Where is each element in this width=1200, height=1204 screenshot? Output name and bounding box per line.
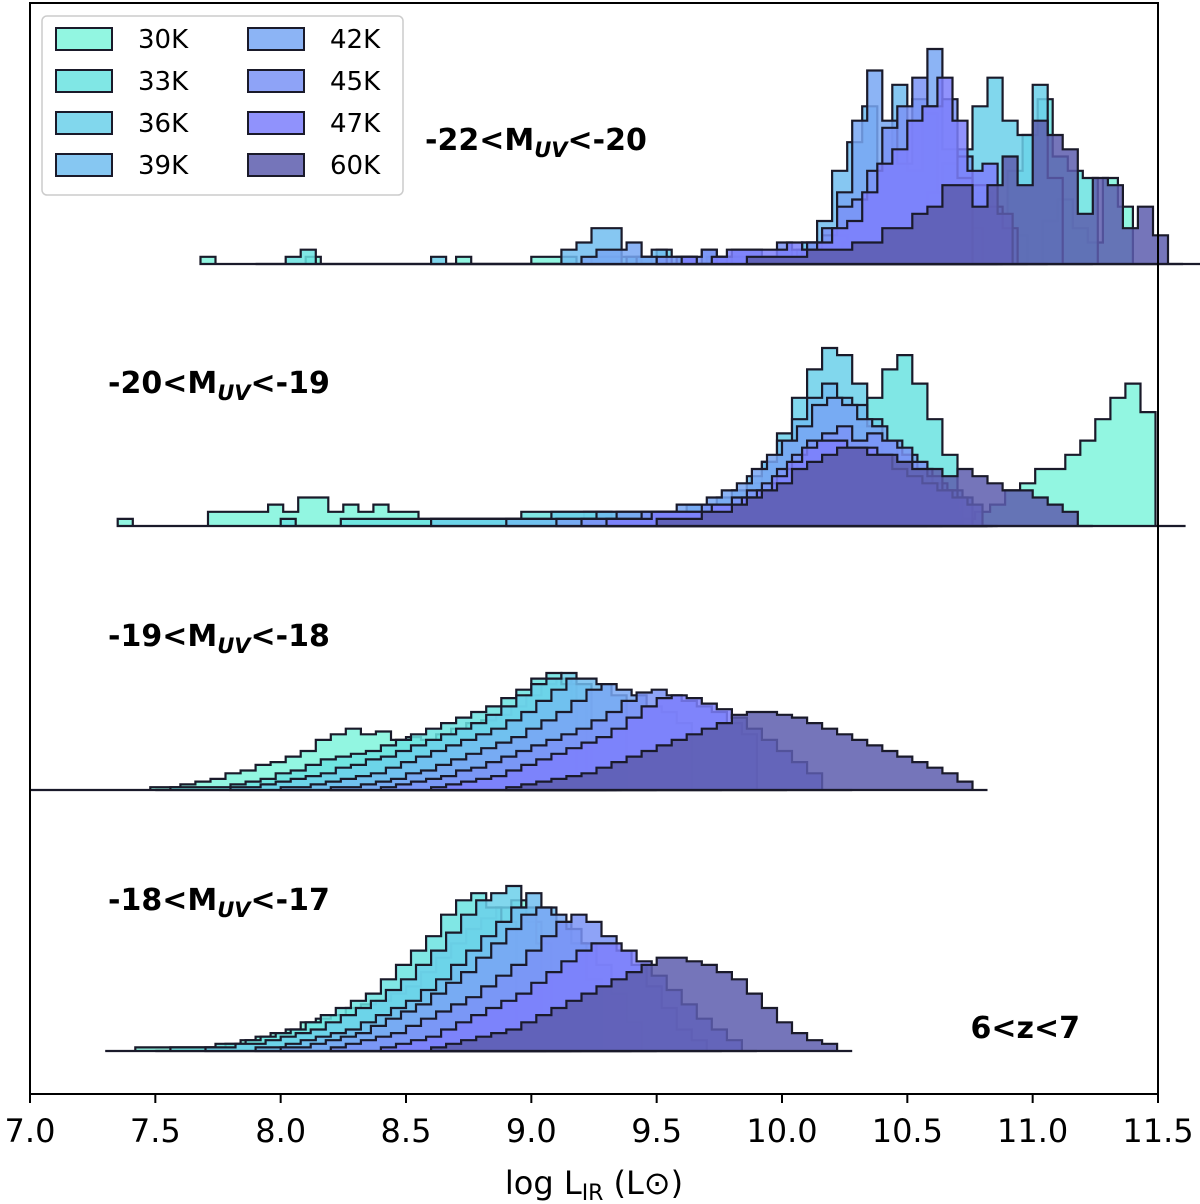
legend-label-45K: 45K [330,67,381,97]
x-axis-title-main: log L [505,1164,582,1202]
x-tick-label-8.0: 8.0 [255,1112,306,1150]
x-axis-title-unit: (L⊙) [613,1164,683,1202]
legend-swatch-39K [55,153,113,177]
legend-label-36K: 36K [138,109,189,139]
x-tick-label-10.5: 10.5 [872,1112,943,1150]
x-tick-label-11.0: 11.0 [997,1112,1068,1150]
legend-label-60K: 60K [330,151,381,181]
x-tick-label-9.0: 9.0 [506,1112,557,1150]
x-tick-label-8.5: 8.5 [381,1112,432,1150]
panel-label-4: -18<MUV<-17 [108,883,330,922]
panel-4 [105,884,853,1053]
legend-label-30K: 30K [138,25,189,55]
x-axis: 7.0 7.5 8.0 8.5 9.0 9.5 10.0 10.5 11.0 11.5 [5,1094,1194,1150]
histogram-60K-panel-4 [430,956,853,1053]
legend-swatch-60K [247,153,305,177]
x-tick-label-11.5: 11.5 [1122,1112,1193,1150]
legend-label-39K: 39K [138,151,189,181]
legend-box [41,15,404,196]
legend-label-33K: 33K [138,67,189,97]
legend-swatch-45K [247,69,305,93]
legend-swatch-42K [247,27,305,51]
x-tick-label-7.0: 7.0 [5,1112,56,1150]
panel-label-2: -20<MUV<-19 [108,366,330,405]
legend-swatch-33K [55,69,113,93]
legend-label-47K: 47K [330,109,381,139]
panel-label-3: -19<MUV<-18 [108,619,330,658]
x-tick-label-7.5: 7.5 [130,1112,181,1150]
panel-labels-layer: -22<MUV<-20 -20<MUV<-19 -19<MUV<-18 -18<MUV… [108,123,647,922]
legend-swatch-30K [55,27,113,51]
legend: 30K 33K 36K 39K 42K 45K 47K 60K [41,15,404,196]
panel-label-1: -22<MUV<-20 [425,123,647,162]
histogram-60K-panel-2 [655,446,1093,528]
panel-2 [116,346,1186,528]
legend-swatch-47K [247,111,305,135]
panel-3 [30,671,988,792]
panel-1 [199,47,1200,266]
x-tick-label-10.0: 10.0 [746,1112,817,1150]
legend-label-42K: 42K [330,25,381,55]
x-axis-title-sub: IR [582,1181,604,1204]
x-tick-label-9.5: 9.5 [631,1112,682,1150]
plot-frame [29,2,1159,1095]
redshift-annotation: 6<z<7 [971,1011,1080,1046]
panels-layer [30,47,1200,1053]
legend-swatch-36K [55,111,113,135]
histogram-60K-panel-1 [745,119,1184,266]
x-axis-title: log LIR (L⊙) [505,1164,683,1204]
histogram-60K-panel-3 [505,710,988,792]
